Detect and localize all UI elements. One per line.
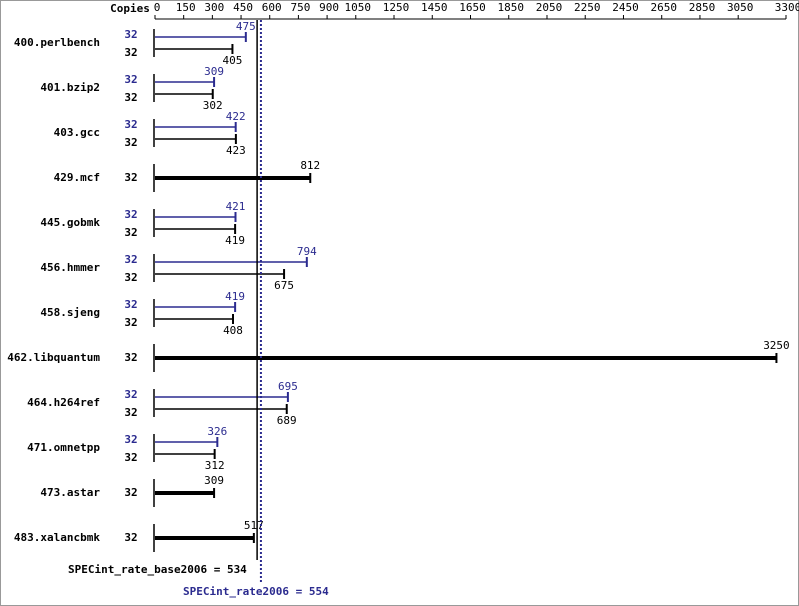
category-label: 473.astar (40, 486, 100, 499)
x-tick-label: 2450 (612, 1, 639, 14)
category-label: 456.hmmer (40, 261, 100, 274)
copies-label: 32 (124, 226, 137, 239)
copies-label: 32 (124, 46, 137, 59)
value-label: 408 (223, 324, 243, 337)
value-label: 423 (226, 144, 246, 157)
value-label: 812 (300, 159, 320, 172)
copies-label: 32 (124, 406, 137, 419)
category-label: 445.gobmk (40, 216, 100, 229)
x-tick-label: 450 (233, 1, 253, 14)
category-label: 429.mcf (54, 171, 100, 184)
value-label: 517 (244, 519, 264, 532)
x-tick-label: 150 (176, 1, 196, 14)
category-label: 483.xalancbmk (14, 531, 100, 544)
category-label: 400.perlbench (14, 36, 100, 49)
value-label: 475 (236, 20, 256, 33)
reference-label: SPECint_rate2006 = 554 (183, 585, 329, 598)
x-tick-label: 0 (154, 1, 161, 14)
category-label: 471.omnetpp (27, 441, 100, 454)
copies-label: 32 (124, 433, 137, 446)
value-label: 312 (205, 459, 225, 472)
value-label: 794 (297, 245, 317, 258)
x-tick-label: 2850 (689, 1, 716, 14)
copies-label: 32 (124, 351, 137, 364)
x-tick-label: 1450 (421, 1, 448, 14)
copies-label: 32 (124, 28, 137, 41)
x-tick-label: 3300 (775, 1, 799, 14)
copies-label: 32 (124, 171, 137, 184)
copies-label: 32 (124, 118, 137, 131)
reference-label: SPECint_rate_base2006 = 534 (68, 563, 247, 576)
copies-label: 32 (124, 486, 137, 499)
x-tick-label: 2650 (650, 1, 677, 14)
category-label: 403.gcc (54, 126, 100, 139)
value-label: 309 (204, 65, 224, 78)
category-label: 401.bzip2 (40, 81, 100, 94)
value-label: 419 (225, 234, 245, 247)
value-label: 422 (226, 110, 246, 123)
value-label: 3250 (763, 339, 790, 352)
copies-label: 32 (124, 271, 137, 284)
copies-label: 32 (124, 531, 137, 544)
x-tick-label: 300 (204, 1, 224, 14)
x-tick-label: 600 (262, 1, 282, 14)
value-label: 302 (203, 99, 223, 112)
copies-label: 32 (124, 253, 137, 266)
copies-label: 32 (124, 388, 137, 401)
value-label: 689 (277, 414, 297, 427)
x-tick-label: 750 (290, 1, 310, 14)
x-tick-label: 2250 (574, 1, 601, 14)
value-label: 675 (274, 279, 294, 292)
x-tick-label: 1850 (497, 1, 524, 14)
x-tick-label: 1650 (459, 1, 486, 14)
category-label: 462.libquantum (7, 351, 100, 364)
copies-label: 32 (124, 136, 137, 149)
copies-label: 32 (124, 73, 137, 86)
category-label: 458.sjeng (40, 306, 100, 319)
copies-label: 32 (124, 91, 137, 104)
value-label: 405 (223, 54, 243, 67)
x-tick-label: 1250 (383, 1, 410, 14)
value-label: 419 (225, 290, 245, 303)
x-tick-label: 1050 (345, 1, 372, 14)
copies-label: 32 (124, 208, 137, 221)
copies-label: 32 (124, 451, 137, 464)
x-tick-label: 2050 (536, 1, 563, 14)
x-tick-label: 3050 (727, 1, 754, 14)
copies-label: 32 (124, 316, 137, 329)
copies-header: Copies (110, 2, 150, 15)
value-label: 421 (226, 200, 246, 213)
copies-label: 32 (124, 298, 137, 311)
value-label: 326 (207, 425, 227, 438)
value-label: 309 (204, 474, 224, 487)
value-label: 695 (278, 380, 298, 393)
x-tick-label: 900 (319, 1, 339, 14)
category-label: 464.h264ref (27, 396, 100, 409)
